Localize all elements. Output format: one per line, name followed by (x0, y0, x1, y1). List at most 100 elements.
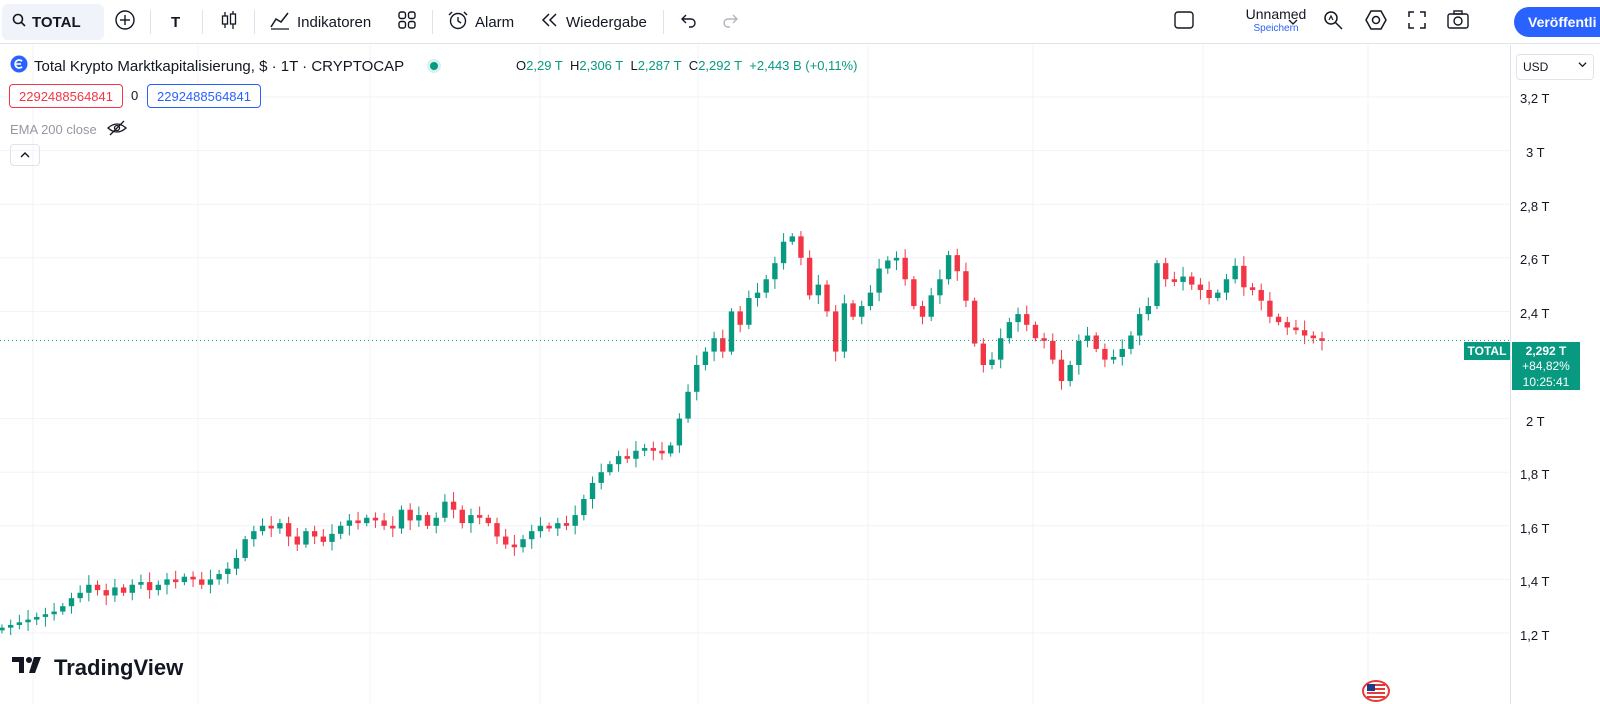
chevron-down-icon (1578, 60, 1587, 72)
save-label: Speichern (1253, 23, 1299, 34)
snapshot-button[interactable] (1446, 0, 1470, 44)
candle-body (381, 520, 387, 526)
ema-indicator-legend[interactable]: EMA 200 close (10, 120, 127, 139)
candle-body (902, 257, 908, 280)
chart-type-button[interactable] (218, 0, 240, 44)
candle-body (867, 292, 874, 307)
fullscreen-button[interactable] (1407, 0, 1427, 44)
candle-body (372, 517, 379, 521)
camera-icon (1446, 9, 1470, 35)
candle-body (364, 517, 370, 524)
magnifier-spark-icon (1322, 9, 1344, 35)
candle-body (954, 255, 960, 272)
series-title[interactable]: Total Krypto Marktkapitalisierung, $ · 1… (34, 57, 405, 75)
candle-body (1232, 265, 1238, 280)
candle-body (1223, 279, 1230, 293)
candle-body (928, 295, 934, 317)
price-tick: 2,4 T (1520, 306, 1550, 321)
candle-body (277, 523, 283, 529)
last-price-value: 2,292 T (1525, 344, 1567, 358)
price-tick: 3,2 T (1520, 91, 1550, 106)
chart-pane[interactable] (0, 45, 1510, 704)
compare-add-button[interactable] (114, 0, 136, 44)
candle-body (607, 464, 613, 473)
candle-body (1032, 324, 1039, 339)
candle-body (806, 257, 813, 296)
ohlc-values: O2,29 T H2,306 T L2,287 T C2,292 T +2,44… (516, 58, 857, 73)
candle-body (407, 509, 413, 521)
candle-body (390, 525, 396, 529)
candle-body (1084, 335, 1091, 341)
candle-body (1189, 276, 1195, 285)
eye-hidden-icon[interactable] (106, 120, 127, 139)
candle-body (832, 311, 839, 352)
ema-label: EMA 200 close (10, 122, 97, 137)
undo-button[interactable] (680, 0, 698, 44)
candle-body (702, 351, 709, 365)
price-tick: 1,4 T (1520, 574, 1550, 589)
settings-button[interactable] (1364, 0, 1388, 44)
candle-body (711, 338, 717, 352)
layout-name: Unnamed (1245, 6, 1307, 22)
toolbar-divider (663, 10, 664, 34)
candle-body (1319, 338, 1325, 341)
indicators-button[interactable]: Indikatoren (269, 0, 371, 44)
replay-label: Wiedergabe (566, 13, 647, 31)
candle-body (720, 338, 726, 352)
currency-select[interactable]: USD (1516, 54, 1594, 80)
candle-body (520, 539, 526, 548)
tradingview-logo[interactable]: TradingView (12, 655, 183, 681)
candle-body (1102, 348, 1108, 360)
candle-body (815, 284, 822, 296)
candle-body (25, 619, 31, 623)
input-box-right[interactable]: 2292488564841 (147, 84, 261, 108)
redo-button[interactable] (721, 0, 739, 44)
toolbar-divider (202, 10, 203, 34)
candle-body (172, 579, 179, 583)
candle-body (251, 531, 257, 540)
input-box-left[interactable]: 2292488564841 (9, 84, 123, 108)
candle-body (685, 391, 691, 419)
layout-menu-toggle[interactable] (1288, 0, 1298, 44)
candle-body (242, 539, 248, 558)
candle-body (789, 236, 795, 242)
layout-name-button[interactable]: Unnamed Speichern (1236, 6, 1316, 36)
replay-button[interactable]: Wiedergabe (540, 0, 647, 44)
candle-body (563, 523, 570, 526)
candle-body (494, 523, 500, 537)
symbol-search-button[interactable]: TOTAL (2, 4, 104, 40)
layout-checkbox[interactable] (1173, 0, 1195, 44)
candle-body (1284, 322, 1290, 328)
open-label: O (516, 58, 527, 73)
publish-button[interactable]: Veröffentli (1514, 7, 1600, 37)
candle-body (1110, 356, 1117, 360)
alert-button[interactable]: Alarm (447, 0, 514, 44)
candle-body (502, 536, 509, 545)
layouts-button[interactable] (396, 0, 418, 44)
low-value: 2,287 T (637, 58, 682, 73)
candle-body (329, 533, 335, 542)
candle-body (294, 536, 300, 545)
undo-icon (680, 11, 698, 33)
candle-body (1093, 335, 1099, 349)
us-flag-icon[interactable] (1362, 680, 1390, 702)
candle-body (181, 576, 188, 583)
grid-layout-icon (396, 9, 418, 35)
tv-logo-icon (12, 655, 46, 681)
candle-body (190, 576, 196, 580)
candle-body (667, 445, 674, 454)
search-icon (12, 13, 26, 31)
collapse-legend-button[interactable] (10, 144, 40, 166)
change-value: +2,443 B (+0,11%) (749, 58, 858, 73)
candle-body (346, 520, 353, 526)
price-tick: 3 T (1526, 145, 1545, 160)
alarm-label: Alarm (475, 13, 515, 31)
candle-body (728, 311, 735, 352)
candle-body (1015, 314, 1021, 323)
interval-button[interactable]: T (171, 13, 181, 31)
candle-body (86, 584, 92, 593)
candle-body (746, 298, 752, 325)
quick-search-button[interactable] (1322, 0, 1344, 44)
candle-body (259, 525, 266, 532)
price-chart[interactable] (0, 45, 1510, 704)
